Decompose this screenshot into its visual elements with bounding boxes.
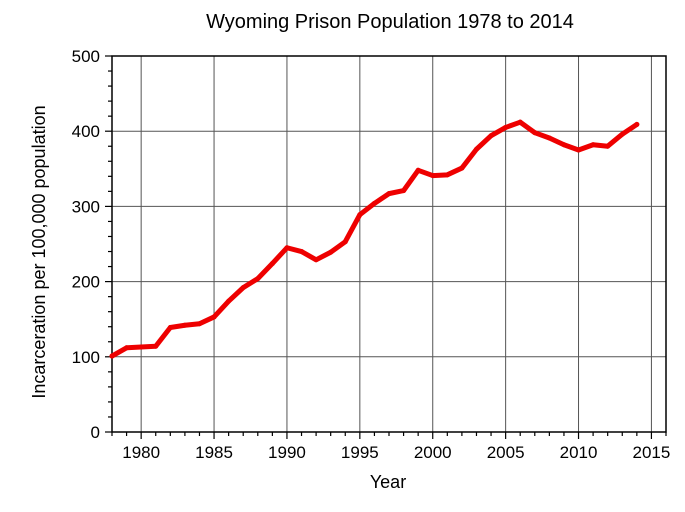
x-tick-label: 1990 [268,443,306,462]
x-tick-label: 2015 [633,443,671,462]
data-point [109,353,115,359]
y-tick-label: 0 [91,423,100,442]
data-point [313,257,319,263]
data-point [576,147,582,153]
grid-lines [112,55,666,433]
data-point [153,343,159,349]
data-point [517,119,523,125]
data-point [328,249,334,255]
plot-frame [111,55,667,433]
x-axis-ticks: 1980 1985 1990 1995 2000 2005 2010 2015 [111,432,671,462]
series-line [109,119,640,359]
data-point [342,239,348,245]
data-point [357,212,363,218]
data-point [167,324,173,330]
chart-title: Wyoming Prison Population 1978 to 2014 [206,11,574,33]
data-point [546,135,552,141]
data-point [561,142,567,148]
data-point [503,124,509,130]
data-point [590,142,596,148]
axes [111,55,667,433]
data-point [488,133,494,139]
data-point [255,276,261,282]
data-points [109,119,640,359]
x-tick-label: 2000 [414,443,452,462]
data-point [386,191,392,197]
data-point [226,298,232,304]
y-axis-label: Incarceration per 100,000 population [29,105,49,398]
y-tick-label: 200 [72,273,100,292]
x-tick-label: 2010 [560,443,598,462]
data-point [619,131,625,137]
data-point [269,261,275,267]
data-point [240,285,246,291]
data-point [473,146,479,152]
data-point [299,249,305,255]
y-tick-label: 100 [72,348,100,367]
x-tick-label: 1995 [341,443,379,462]
data-point [430,173,436,179]
data-point [444,172,450,178]
data-point [634,121,640,127]
y-tick-label: 400 [72,122,100,141]
x-tick-label: 1980 [122,443,160,462]
data-point [196,321,202,327]
data-point [124,345,130,351]
data-point [532,130,538,136]
data-point [211,314,217,320]
data-point [459,165,465,171]
data-point [284,245,290,251]
x-tick-label: 1985 [195,443,233,462]
data-point [371,200,377,206]
data-point [415,167,421,173]
data-point [401,188,407,194]
x-tick-label: 2005 [487,443,525,462]
data-point [138,344,144,350]
data-point [182,322,188,328]
y-tick-label: 300 [72,197,100,216]
y-axis-ticks: 0 100 200 300 400 500 [72,47,112,442]
y-tick-label: 500 [72,47,100,66]
x-axis-label: Year [370,472,406,492]
data-point [605,143,611,149]
